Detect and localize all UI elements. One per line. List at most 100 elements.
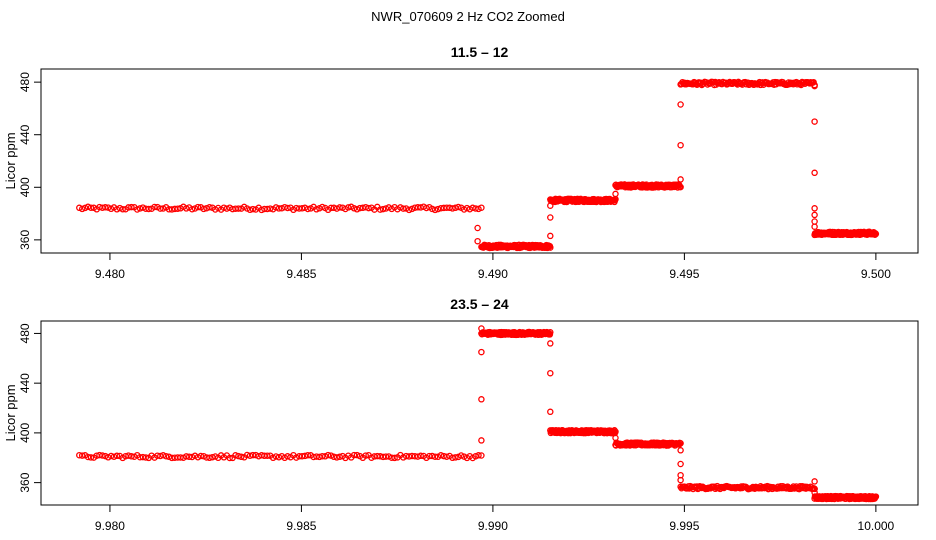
data-point xyxy=(382,453,390,460)
data-point xyxy=(177,454,184,461)
y-tick-label: 400 xyxy=(18,423,32,443)
data-point xyxy=(301,452,309,460)
data-point xyxy=(811,211,818,219)
data-point xyxy=(400,205,407,212)
data-point xyxy=(408,452,416,460)
data-point xyxy=(168,206,176,213)
data-point xyxy=(475,452,482,459)
data-point xyxy=(452,454,459,461)
data-point xyxy=(811,223,818,230)
y-axis-label: Licor ppm xyxy=(3,384,18,441)
data-point xyxy=(304,451,312,459)
y-tick-label: 360 xyxy=(18,230,32,250)
data-point xyxy=(677,447,684,454)
data-point xyxy=(128,203,135,211)
data-point xyxy=(434,205,442,213)
data-point xyxy=(284,204,291,212)
x-tick-label: 9.480 xyxy=(95,267,125,281)
data-point xyxy=(362,452,369,459)
data-point xyxy=(116,204,124,212)
data-point xyxy=(547,214,554,221)
data-point xyxy=(96,451,103,459)
data-point xyxy=(159,452,167,459)
data-point xyxy=(449,454,456,462)
plot-frame xyxy=(40,320,919,506)
data-point xyxy=(811,82,818,90)
data-point xyxy=(547,340,554,347)
data-point xyxy=(336,453,343,461)
y-tick-label: 360 xyxy=(18,472,32,492)
data-point xyxy=(206,454,213,462)
data-point xyxy=(811,118,818,125)
data-point xyxy=(414,453,422,460)
data-point xyxy=(423,204,430,212)
data-point xyxy=(612,428,619,435)
data-point xyxy=(449,205,456,212)
data-point xyxy=(811,489,818,496)
data-point xyxy=(102,204,109,211)
data-point xyxy=(474,224,481,232)
chart-panel-1: 11.5 – 12 Licor ppm 9.480 9.485 9.490 9.495 9.… xyxy=(3,44,919,281)
data-point xyxy=(275,453,283,461)
data-point xyxy=(811,218,818,225)
data-point xyxy=(478,348,485,356)
data-point xyxy=(428,452,436,460)
data-point xyxy=(677,476,684,484)
data-point xyxy=(84,453,92,461)
data-point xyxy=(206,203,213,211)
data-point xyxy=(266,205,274,212)
data-point xyxy=(478,325,485,332)
data-point xyxy=(87,204,95,211)
y-axis-label: Licor ppm xyxy=(3,132,18,189)
data-point xyxy=(547,232,554,240)
data-point xyxy=(391,454,398,462)
data-point xyxy=(249,451,257,459)
data-point xyxy=(811,478,818,485)
data-point xyxy=(142,454,150,461)
data-point xyxy=(811,169,818,177)
data-point xyxy=(165,453,173,461)
data-point xyxy=(249,205,257,213)
data-point xyxy=(188,205,196,213)
data-point xyxy=(99,452,106,459)
data-point xyxy=(197,452,205,460)
data-point xyxy=(365,204,372,212)
y-tick-label: 480 xyxy=(18,72,32,92)
data-point xyxy=(431,206,439,214)
data-point xyxy=(426,452,433,460)
data-point xyxy=(209,453,216,461)
x-tick-label: 9.500 xyxy=(861,267,891,281)
data-point xyxy=(474,237,481,245)
data-point xyxy=(139,453,147,461)
data-point xyxy=(872,493,880,500)
data-point xyxy=(194,203,202,211)
data-points xyxy=(76,325,880,503)
data-point xyxy=(417,452,424,460)
data-point xyxy=(125,452,132,459)
data-point xyxy=(313,206,320,213)
data-point xyxy=(457,452,465,459)
data-point xyxy=(677,183,684,191)
data-point xyxy=(333,454,341,461)
data-point xyxy=(455,203,462,211)
data-point xyxy=(547,408,554,416)
x-tick-label: 9.990 xyxy=(478,519,508,533)
data-point xyxy=(119,205,126,213)
data-point xyxy=(238,453,245,461)
chart-panel-2: 23.5 – 24 Licor ppm 9.980 9.985 9.990 9.995 10… xyxy=(3,296,919,533)
y-tick-label: 400 xyxy=(18,177,32,197)
data-point xyxy=(157,205,164,212)
data-point xyxy=(298,452,306,460)
data-point xyxy=(145,205,152,213)
data-point xyxy=(226,454,233,462)
data-point xyxy=(235,452,242,460)
x-tick-label: 9.495 xyxy=(669,267,699,281)
data-point xyxy=(319,452,326,460)
x-tick-label: 9.995 xyxy=(669,519,699,533)
data-point xyxy=(547,369,554,377)
plot-frame xyxy=(40,68,919,254)
data-point xyxy=(547,329,554,336)
x-tick-label: 9.490 xyxy=(478,267,508,281)
data-point xyxy=(345,204,352,211)
panel-title: 23.5 – 24 xyxy=(450,296,509,312)
